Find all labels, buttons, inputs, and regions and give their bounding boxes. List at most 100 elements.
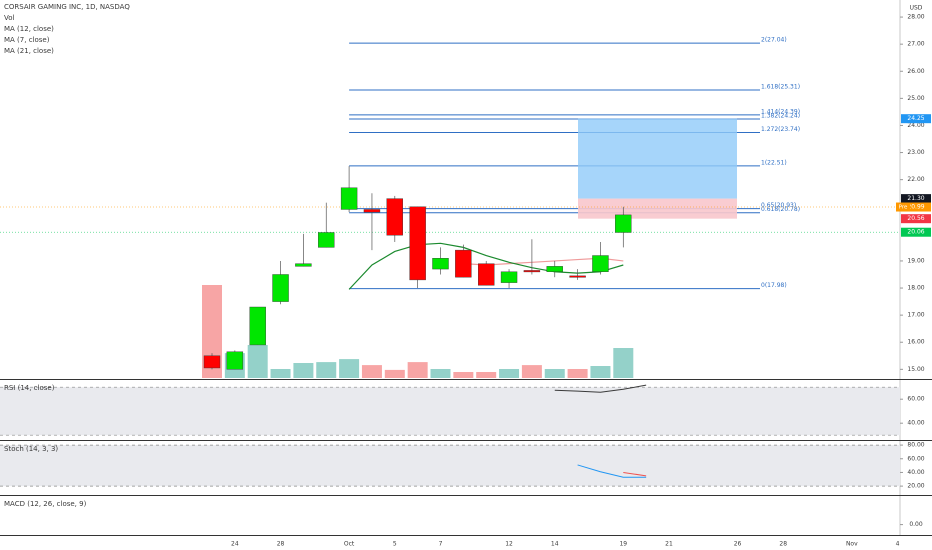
legend-entry: MA (12, close) [4, 25, 54, 33]
candle-body [226, 351, 244, 370]
volume-bar [339, 359, 360, 378]
fib-label: 1.618(25.31) [761, 83, 800, 90]
price-tag [901, 227, 931, 237]
candle-body [592, 255, 609, 272]
legend-entry: MA (21, close) [4, 47, 54, 55]
currency: USD [910, 5, 923, 12]
volume-bar [247, 345, 268, 378]
x-tick-label: Nov [846, 541, 858, 548]
fib-label: 1.272(23.74) [761, 126, 800, 133]
price-tag-label: 24.25 [907, 115, 924, 122]
y-tick-label: 23.00 [907, 149, 924, 156]
volume-bar [613, 348, 634, 378]
session-tag [896, 202, 910, 212]
price-tag-label: 20.06 [907, 229, 924, 236]
volume-bar [499, 369, 520, 378]
x-tick-label: 19 [619, 541, 627, 548]
x-tick-label: 24 [231, 541, 239, 548]
candle-body [318, 232, 335, 248]
candle-body [295, 263, 312, 267]
panel-title: RSI (14, close) [4, 384, 55, 392]
y-tick-label: 0.00 [909, 521, 923, 528]
price-tag [901, 214, 931, 224]
x-tick-label: 26 [734, 541, 742, 548]
candle-body [455, 249, 472, 278]
volume-bar [407, 362, 428, 378]
y-tick-label: 60.00 [907, 455, 924, 462]
candle-body [203, 355, 221, 369]
y-tick-label: 19.00 [907, 257, 924, 264]
y-tick-label: 17.00 [907, 312, 924, 319]
x-tick-label: 5 [393, 541, 397, 548]
x-tick-label: 7 [439, 541, 443, 548]
band-fill [0, 445, 900, 487]
price-tag-label: 20.99 [907, 204, 924, 211]
price-tag [901, 114, 931, 124]
x-tick-label: Oct [344, 541, 355, 548]
fib-label: 0.65(20.93) [761, 202, 796, 209]
position-loss [578, 198, 737, 219]
volume-bar [316, 362, 337, 378]
x-tick-label: 14 [551, 541, 559, 548]
price-tag-label: 21.30 [907, 195, 924, 202]
volume-bar [270, 369, 291, 378]
candle-body [523, 270, 541, 273]
y-tick-label: 27.00 [907, 41, 924, 48]
volume-bar [521, 365, 542, 378]
candle-body [500, 271, 518, 283]
candle-body [272, 274, 289, 302]
candle-body [569, 275, 586, 278]
y-tick-label: 26.00 [907, 68, 924, 75]
candle-body [615, 214, 632, 233]
legend-entry: Vol [4, 14, 15, 22]
y-tick-label: 60.00 [907, 396, 924, 403]
candle-body [386, 198, 403, 236]
fib-label: 1(22.51) [761, 159, 787, 166]
price-tag [901, 202, 931, 212]
y-tick-label: 15.00 [907, 366, 924, 373]
candle-body [432, 258, 449, 270]
fib-label: 2(27.04) [761, 37, 787, 44]
volume-bar [384, 369, 405, 378]
x-tick-label: 28 [779, 541, 787, 548]
candle-body [340, 187, 358, 210]
y-tick-label: 40.00 [907, 420, 924, 427]
volume-bar [202, 285, 222, 378]
candle-body [478, 263, 495, 286]
fib-label: 1.382(24.24) [761, 112, 800, 119]
session-tag-label: Pre [899, 205, 908, 211]
y-tick-label: 22.00 [907, 176, 924, 183]
volume-bar [361, 365, 382, 378]
panel-title: Stoch (14, 3, 3) [4, 445, 58, 453]
fib-label: 1.414(24.39) [761, 108, 800, 115]
x-tick-label: 12 [505, 541, 513, 548]
chart-title: CORSAIR GAMING INC, 1D, NASDAQ [4, 3, 130, 11]
y-tick-label: 25.00 [907, 95, 924, 102]
volume-bar [567, 369, 588, 378]
candle-body [546, 266, 563, 272]
volume-bar [430, 369, 451, 378]
y-tick-label: 80.00 [907, 442, 924, 449]
indicator-line [577, 464, 647, 478]
volume-bar [544, 369, 565, 378]
y-tick-label: 18.00 [907, 285, 924, 292]
indicator-line [554, 384, 647, 393]
x-tick-label: 21 [665, 541, 673, 548]
panel-title: MACD (12, 26, close, 9) [4, 500, 87, 508]
volume-bar [590, 366, 611, 378]
volume-bar [293, 363, 314, 378]
y-tick-label: 16.00 [907, 339, 924, 346]
x-tick-label: 4 [896, 541, 900, 548]
volume-bar [476, 372, 497, 378]
y-tick-label: 40.00 [907, 469, 924, 476]
candle-body [409, 206, 426, 281]
x-tick-label: 28 [277, 541, 285, 548]
y-tick-label: 24.00 [907, 122, 924, 129]
position-profit [578, 118, 737, 199]
band-fill [0, 387, 900, 436]
fib-label: 0(17.98) [761, 282, 787, 289]
y-tick-label: 28.00 [907, 14, 924, 21]
price-tag [901, 194, 931, 204]
volume-bar [453, 372, 474, 378]
